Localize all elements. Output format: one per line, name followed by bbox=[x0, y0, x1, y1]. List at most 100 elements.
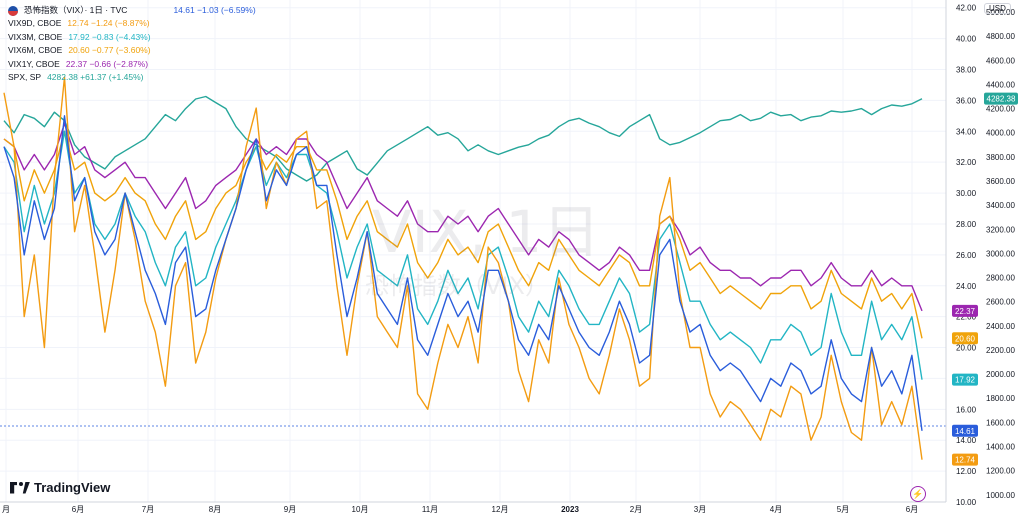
spx-tick-label: 4000.00 bbox=[986, 129, 1015, 138]
series-line bbox=[3, 115, 923, 431]
spx-tick-label: 2200.00 bbox=[986, 346, 1015, 355]
spx-tick-label: 2800.00 bbox=[986, 274, 1015, 283]
spx-tick-label: 3600.00 bbox=[986, 177, 1015, 186]
series-line bbox=[3, 122, 923, 312]
vix-tick-label: 42.00 bbox=[956, 4, 977, 13]
last-value-badge bbox=[984, 92, 1018, 105]
spx-tick-label: 3800.00 bbox=[986, 153, 1015, 162]
legend: 恐怖指数（VIX）· 1日 · TVC 14.61 −1.03 (−6.59%)… bbox=[8, 4, 256, 84]
vix-tick-label: 10.00 bbox=[956, 498, 977, 507]
time-tick-label: 4月 bbox=[770, 505, 782, 514]
spx-tick-label: 3200.00 bbox=[986, 225, 1015, 234]
time-tick-label: 7月 bbox=[142, 505, 154, 514]
time-tick-label: 3月 bbox=[694, 505, 706, 514]
legend-row-name: VIX9D, CBOE bbox=[8, 18, 62, 29]
legend-row-values: 12.74 −1.24 (−8.87%) bbox=[67, 18, 150, 29]
last-value-labels: 12.74 17.92 20.60 22.37 14.61 4282.38 bbox=[952, 92, 1018, 466]
spx-tick-label: 5000.00 bbox=[986, 8, 1015, 17]
last-value-badge bbox=[952, 373, 978, 386]
time-tick-label: 11月 bbox=[422, 505, 438, 514]
time-tick-label: 6月 bbox=[906, 505, 918, 514]
legend-row-values: 17.92 −0.83 (−4.43%) bbox=[68, 31, 151, 42]
vix-tick-label: 26.00 bbox=[956, 251, 977, 260]
vix-tick-label: 40.00 bbox=[956, 35, 977, 44]
spx-tick-label: 1000.00 bbox=[986, 491, 1015, 500]
spx-tick-label: 3400.00 bbox=[986, 201, 1015, 210]
spx-tick-label: 3000.00 bbox=[986, 249, 1015, 258]
legend-row-spx[interactable]: SPX, SP 4282.38 +61.37 (+1.45%) bbox=[8, 71, 256, 84]
spx-tick-label: 4600.00 bbox=[986, 56, 1015, 65]
vix-tick-label: 20.00 bbox=[956, 344, 977, 353]
legend-main-values: 14.61 −1.03 (−6.59%) bbox=[173, 5, 256, 15]
vix-tick-label: 28.00 bbox=[956, 220, 977, 229]
spx-price-scale[interactable]: 5000.00 4800.00 4600.00 4400.00 4200.00 4000.… bbox=[986, 8, 1015, 500]
spx-tick-label: 4800.00 bbox=[986, 32, 1015, 41]
time-tick-label: 8月 bbox=[209, 505, 221, 514]
vix-tick-label: 30.00 bbox=[956, 189, 977, 198]
time-tick-label: 6月 bbox=[72, 505, 84, 514]
series-line bbox=[3, 76, 923, 460]
series-lines bbox=[3, 76, 923, 460]
time-tick-label: 10月 bbox=[352, 505, 369, 514]
last-value-text: 4282.38 bbox=[987, 95, 1016, 104]
vix-tick-label: 34.00 bbox=[956, 127, 977, 136]
series-line bbox=[3, 130, 923, 380]
legend-row-vix1y[interactable]: VIX1Y, CBOE 22.37 −0.66 (−2.87%) bbox=[8, 58, 256, 71]
legend-row-name: VIX1Y, CBOE bbox=[8, 58, 60, 69]
vix-tick-label: 24.00 bbox=[956, 282, 977, 291]
last-value-text: 14.61 bbox=[955, 427, 976, 436]
vix-tick-label: 12.00 bbox=[956, 467, 977, 476]
vix-tick-label: 22.00 bbox=[956, 313, 977, 322]
legend-row-name: SPX, SP bbox=[8, 72, 42, 83]
legend-row-name: VIX6M, CBOE bbox=[8, 45, 63, 56]
lightning-icon[interactable]: ⚡ bbox=[910, 486, 926, 502]
last-value-badge bbox=[952, 332, 978, 345]
legend-row-vix3m[interactable]: VIX3M, CBOE 17.92 −0.83 (−4.43%) bbox=[8, 31, 256, 44]
series-line bbox=[3, 95, 923, 182]
legend-row-vix9d[interactable]: VIX9D, CBOE 12.74 −1.24 (−8.87%) bbox=[8, 17, 256, 30]
vix-tick-label: 16.00 bbox=[956, 405, 977, 414]
last-value-badge bbox=[952, 453, 978, 466]
last-value-text: 12.74 bbox=[955, 456, 976, 465]
last-value-text: 17.92 bbox=[955, 376, 976, 385]
legend-row-name: VIX3M, CBOE bbox=[8, 31, 63, 42]
spx-tick-label: 2400.00 bbox=[986, 322, 1015, 331]
time-tick-label: 2月 bbox=[630, 505, 642, 514]
spx-tick-label: 1200.00 bbox=[986, 467, 1015, 476]
time-tick-label: 12月 bbox=[492, 505, 509, 514]
last-value-text: 22.37 bbox=[955, 307, 976, 316]
time-tick-label: 月 bbox=[2, 505, 10, 514]
spx-tick-label: 1800.00 bbox=[986, 394, 1015, 403]
tradingview-logo-text: TradingView bbox=[34, 480, 111, 495]
series-line bbox=[3, 130, 923, 339]
last-value-badge bbox=[952, 304, 978, 317]
vix-tick-label: 32.00 bbox=[956, 158, 977, 167]
legend-row-values: 20.60 −0.77 (−3.60%) bbox=[68, 45, 151, 56]
tradingview-logo-icon bbox=[10, 481, 30, 494]
spx-tick-label: 1600.00 bbox=[986, 418, 1015, 427]
time-tick-label: 9月 bbox=[284, 505, 296, 514]
legend-main-row[interactable]: 恐怖指数（VIX）· 1日 · TVC 14.61 −1.03 (−6.59%) bbox=[8, 4, 256, 17]
legend-row-vix6m[interactable]: VIX6M, CBOE 20.60 −0.77 (−3.60%) bbox=[8, 44, 256, 57]
vix-tick-label: 38.00 bbox=[956, 66, 977, 75]
vix-price-scale[interactable]: 42.00 40.00 38.00 36.00 34.00 32.00 30.00 28.00… bbox=[956, 4, 977, 507]
last-value-badge bbox=[952, 424, 978, 437]
last-value-text: 20.60 bbox=[955, 334, 976, 343]
spx-tick-label: 2600.00 bbox=[986, 298, 1015, 307]
spx-tick-label: 2000.00 bbox=[986, 370, 1015, 379]
time-tick-label: 2023 bbox=[561, 505, 579, 514]
legend-row-values: 22.37 −0.66 (−2.87%) bbox=[65, 58, 149, 69]
tradingview-logo[interactable]: TradingView bbox=[10, 480, 110, 495]
legend-row-values: 4282.38 +61.37 (+1.45%) bbox=[47, 72, 144, 83]
vix-tick-label: 36.00 bbox=[956, 96, 977, 105]
vix-tick-label: 14.00 bbox=[956, 436, 977, 445]
currency-selector[interactable]: USD bbox=[984, 3, 1011, 14]
spx-tick-label: 4200.00 bbox=[986, 105, 1015, 114]
legend-main-name: 恐怖指数（VIX）· 1日 · TVC bbox=[24, 5, 128, 15]
spx-tick-label: 4400.00 bbox=[986, 80, 1015, 89]
us-flag-icon bbox=[8, 5, 18, 16]
time-scale[interactable]: 月 6月 7月 8月 9月 10月 11月 12月 2023 2月 3月 4月 5月 6月 bbox=[2, 505, 918, 514]
time-tick-label: 5月 bbox=[837, 505, 849, 514]
spx-tick-label: 1400.00 bbox=[986, 442, 1015, 451]
